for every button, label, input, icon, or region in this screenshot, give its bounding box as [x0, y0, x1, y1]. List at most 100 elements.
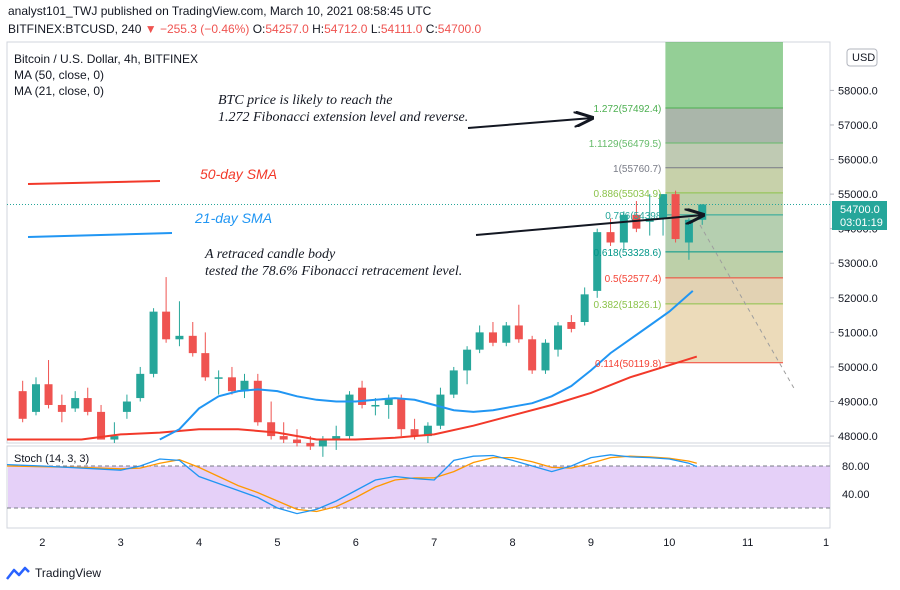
- sma50-annotation: 50-day SMA: [200, 166, 277, 182]
- time-axis: 2 3 4 5 6 7 8 9 10 11 1: [39, 537, 829, 549]
- candle-body: [371, 404, 380, 407]
- candle-body: [188, 335, 197, 354]
- price-tag: 54700.0 03:01:19: [832, 201, 887, 230]
- price-axis: 58000.057000.056000.055000.054000.053000…: [830, 85, 878, 443]
- candle-body: [306, 443, 315, 447]
- fib-label: 0.618(53328.6): [594, 248, 662, 259]
- sma50-legend-line: [27, 180, 161, 185]
- fib-label: 0.5(52577.4): [605, 274, 662, 285]
- candle-body: [567, 322, 576, 329]
- tradingview-footer[interactable]: TradingView: [6, 566, 101, 580]
- price-tick-label: 57000.0: [838, 120, 878, 132]
- candle-body: [593, 232, 602, 291]
- stoch-k-line: [6, 454, 698, 515]
- chart-header: analyst101_TWJ published on TradingView.…: [0, 0, 900, 40]
- sma21-annotation: 21-day SMA: [194, 210, 272, 226]
- price-tick-label: 55000.0: [838, 189, 878, 201]
- sma21-line: [159, 290, 694, 441]
- currency-badge[interactable]: USD: [846, 48, 878, 67]
- time-tick-label: 2: [39, 537, 45, 549]
- sma50-line: [7, 355, 698, 441]
- candle-body: [332, 436, 341, 440]
- fib-label: 0.382(51826.1): [594, 300, 662, 311]
- candle-body: [71, 398, 80, 409]
- legend-title: Bitcoin / U.S. Dollar, 4h, BITFINEX: [14, 52, 198, 66]
- symbol-name: BITFINEX:BTCUSD, 240: [8, 22, 142, 36]
- candle-body: [201, 353, 210, 378]
- candle-body: [345, 394, 354, 437]
- fib-zone: [665, 192, 783, 215]
- price-change: ▼ −255.3 (−0.46%): [144, 22, 250, 36]
- ohlc-values: O:54257.0 H:54712.0 L:54111.0 C:54700.0: [252, 22, 482, 36]
- high-value: 54712.0: [324, 22, 368, 36]
- fib-label: 1.272(57492.4): [594, 104, 662, 115]
- arrow-to-fib-extension: [467, 118, 592, 129]
- time-tick-label: 4: [196, 537, 202, 549]
- fib-zone: [665, 251, 783, 278]
- candle-body: [253, 380, 262, 423]
- btc-annotation-line1: BTC price is likely to reach the: [218, 93, 392, 108]
- candlesticks: [18, 190, 707, 457]
- fib-zone: [665, 167, 783, 193]
- candle-body: [397, 398, 406, 430]
- stoch-d-line: [6, 455, 697, 513]
- retrace-annotation-line2: tested the 78.6% Fibonacci retracement l…: [205, 264, 462, 279]
- stoch-label: Stoch (14, 3, 3): [14, 453, 89, 465]
- candle-body: [698, 204, 707, 220]
- fib-zone-top: [665, 42, 783, 108]
- candle-body: [214, 377, 223, 379]
- candle-body: [279, 436, 288, 440]
- tradingview-brand: TradingView: [35, 566, 102, 580]
- price-tick-label: 58000.0: [838, 85, 878, 97]
- sma21-legend-line: [27, 232, 173, 238]
- time-tick-label: 3: [118, 537, 124, 549]
- candle-body: [541, 342, 550, 371]
- candle-body: [436, 394, 445, 426]
- candle-body: [606, 232, 615, 243]
- candle-body: [18, 391, 27, 419]
- stoch-tick-label: 80.00: [842, 461, 870, 473]
- candle-body: [580, 294, 589, 323]
- stoch-tick-label: 40.00: [842, 489, 870, 501]
- publisher-line: analyst101_TWJ published on TradingView.…: [8, 4, 432, 18]
- fib-label: 1(55760.7): [613, 164, 661, 175]
- low-value: 54111.0: [380, 22, 423, 36]
- candle-body: [318, 439, 327, 447]
- candle-body: [684, 219, 693, 243]
- candle-body: [32, 384, 41, 412]
- candle-body: [528, 339, 537, 371]
- candle-body: [463, 349, 472, 371]
- svg-text:USD: USD: [852, 52, 875, 64]
- candle-body: [122, 401, 131, 412]
- candle-body: [83, 398, 92, 412]
- retrace-annotation-line1: A retraced candle body: [204, 247, 336, 262]
- arrow-to-retracement: [475, 215, 703, 236]
- fibonacci-labels: 1.272(57492.4) 1.1129(56479.5) 1(55760.7) 0…: [589, 104, 662, 370]
- fib-zone: [665, 277, 783, 304]
- btc-annotation-line2: 1.272 Fibonacci extension level and reve…: [218, 110, 468, 125]
- time-tick-label: 8: [509, 537, 515, 549]
- candle-body: [136, 373, 145, 399]
- fib-zone: [665, 214, 783, 252]
- fib-zone: [665, 142, 783, 168]
- candle-body: [514, 325, 523, 340]
- price-tick-label: 53000.0: [838, 258, 878, 270]
- candle-body: [267, 422, 276, 437]
- time-tick-label: 9: [588, 537, 594, 549]
- fib-zone: [665, 303, 783, 363]
- time-tick-label: 7: [431, 537, 437, 549]
- fib-label: 0.786(54398: [605, 211, 662, 222]
- time-tick-label: 11: [742, 537, 753, 549]
- stoch-band: [8, 466, 830, 508]
- time-tick-label: 1: [823, 537, 829, 549]
- stoch-axis: 80.00 40.00: [842, 461, 870, 501]
- symbol-line: BITFINEX:BTCUSD, 240 ▼ −255.3 (−0.46%) O…: [8, 22, 481, 36]
- candle-body: [423, 425, 432, 437]
- candle-body: [449, 370, 458, 395]
- candle-body: [410, 429, 419, 437]
- fibonacci-lines: [665, 107, 783, 364]
- candle-body: [384, 398, 393, 405]
- price-tag-value: 54700.0: [840, 204, 880, 216]
- time-tick-label: 5: [274, 537, 280, 549]
